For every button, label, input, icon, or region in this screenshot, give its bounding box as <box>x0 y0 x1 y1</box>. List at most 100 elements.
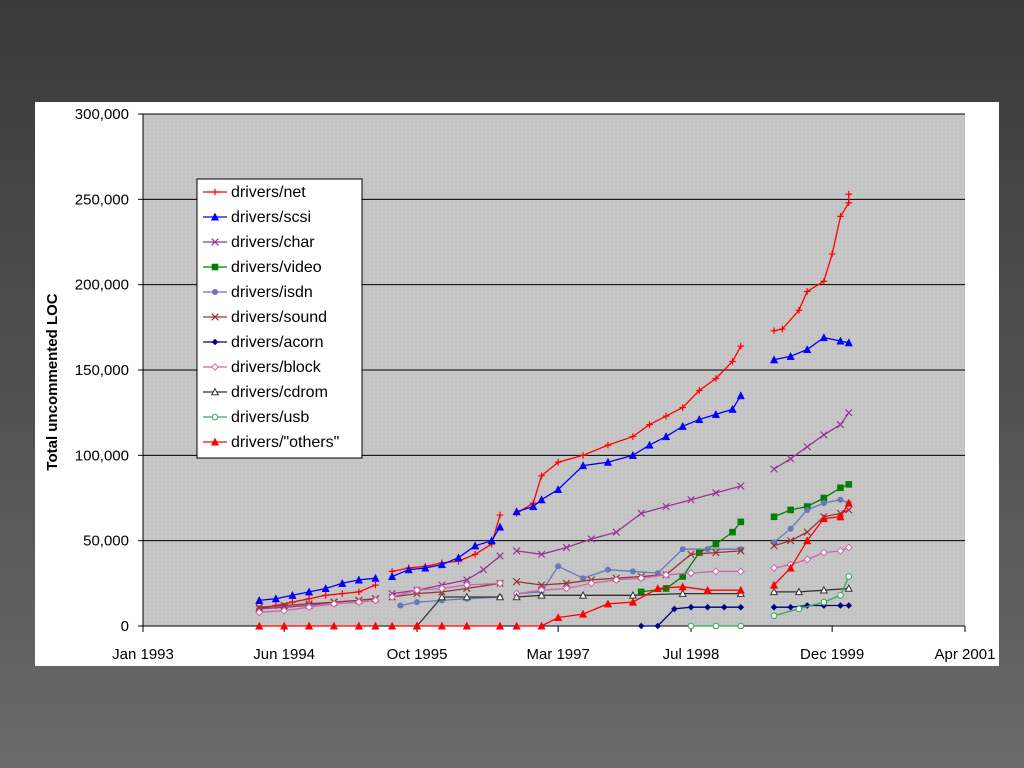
data-point <box>371 596 380 605</box>
data-point <box>388 592 397 601</box>
x-tick-label: Jul 1998 <box>663 646 720 663</box>
x-tick-label: Jan 1993 <box>112 646 174 663</box>
data-point <box>462 581 471 590</box>
data-point <box>437 592 447 601</box>
series-line <box>773 509 850 547</box>
data-point <box>637 509 645 518</box>
data-point <box>412 621 422 630</box>
data-point <box>538 472 545 480</box>
data-point <box>529 502 538 511</box>
data-point <box>397 602 404 609</box>
data-point <box>737 603 745 611</box>
legend-item: drivers/video <box>203 259 322 276</box>
data-point <box>837 591 844 599</box>
data-point <box>587 535 596 543</box>
data-point <box>794 587 804 596</box>
data-point <box>770 465 778 473</box>
x-tick-label: Apr 2001 <box>935 646 996 663</box>
data-point <box>845 481 853 488</box>
data-point <box>555 563 562 570</box>
data-point <box>487 536 496 545</box>
data-point <box>820 277 828 285</box>
data-point <box>338 578 347 587</box>
data-point <box>787 525 794 532</box>
legend-item: drivers/char <box>203 234 315 251</box>
x-tick-label: Mar 1997 <box>526 646 589 663</box>
data-point <box>737 342 745 350</box>
series-drivers-cdrom <box>412 584 853 630</box>
legend-label: drivers/block <box>231 359 322 376</box>
data-point <box>712 548 720 557</box>
data-point <box>554 485 563 494</box>
data-point <box>211 313 219 321</box>
data-point <box>462 621 471 630</box>
y-tick-label: 250,000 <box>75 191 129 208</box>
data-point <box>495 592 505 601</box>
data-point <box>578 609 588 618</box>
y-tick-label: 150,000 <box>75 362 129 379</box>
data-point <box>255 603 263 611</box>
data-point <box>387 572 397 581</box>
data-point <box>512 577 521 586</box>
legend-item: drivers/scsi <box>203 209 311 226</box>
data-point <box>255 621 264 630</box>
data-point <box>496 552 504 560</box>
legend-item: drivers/net <box>203 184 306 201</box>
data-point <box>678 421 687 430</box>
data-point <box>603 457 613 466</box>
data-point <box>654 570 661 577</box>
data-point <box>437 584 446 593</box>
data-point <box>412 586 422 595</box>
data-point <box>686 569 696 578</box>
data-point <box>512 592 521 601</box>
data-point <box>786 455 795 463</box>
data-point <box>421 563 430 572</box>
legend-item: drivers/"others" <box>203 434 339 451</box>
data-point <box>687 622 695 630</box>
data-point <box>844 543 853 552</box>
data-point <box>304 621 314 630</box>
data-point <box>496 579 505 588</box>
data-point <box>628 450 637 459</box>
data-point <box>837 484 844 492</box>
data-point <box>288 590 297 599</box>
series-line <box>516 550 741 586</box>
data-point <box>786 563 795 572</box>
data-point <box>305 603 314 612</box>
data-point <box>671 605 678 613</box>
series-line <box>516 395 742 513</box>
data-point <box>562 543 571 552</box>
data-point <box>271 594 280 603</box>
y-tick-label: 0 <box>121 618 129 635</box>
data-point <box>712 375 720 382</box>
data-point <box>828 250 836 258</box>
data-point <box>371 621 380 630</box>
data-point <box>537 590 546 599</box>
data-point <box>512 507 521 516</box>
series-line <box>516 570 741 595</box>
data-point <box>662 502 670 511</box>
data-point <box>844 498 853 507</box>
data-point <box>322 591 329 599</box>
data-point <box>770 612 778 620</box>
data-point <box>212 289 218 295</box>
data-point <box>372 581 379 589</box>
series-line <box>416 596 500 627</box>
data-point <box>578 590 588 599</box>
data-point <box>495 522 505 531</box>
data-point <box>646 421 653 428</box>
data-point <box>769 587 779 596</box>
data-point <box>512 547 521 555</box>
legend-item: drivers/block <box>203 359 322 376</box>
data-point <box>803 555 812 564</box>
data-point <box>637 574 646 583</box>
legend-box <box>196 178 363 459</box>
data-point <box>628 597 637 606</box>
data-point <box>786 351 795 360</box>
data-point <box>844 338 853 347</box>
data-point <box>255 608 264 617</box>
data-point <box>711 409 721 418</box>
data-point <box>329 621 339 630</box>
series-line <box>516 485 741 555</box>
data-point <box>629 433 637 440</box>
